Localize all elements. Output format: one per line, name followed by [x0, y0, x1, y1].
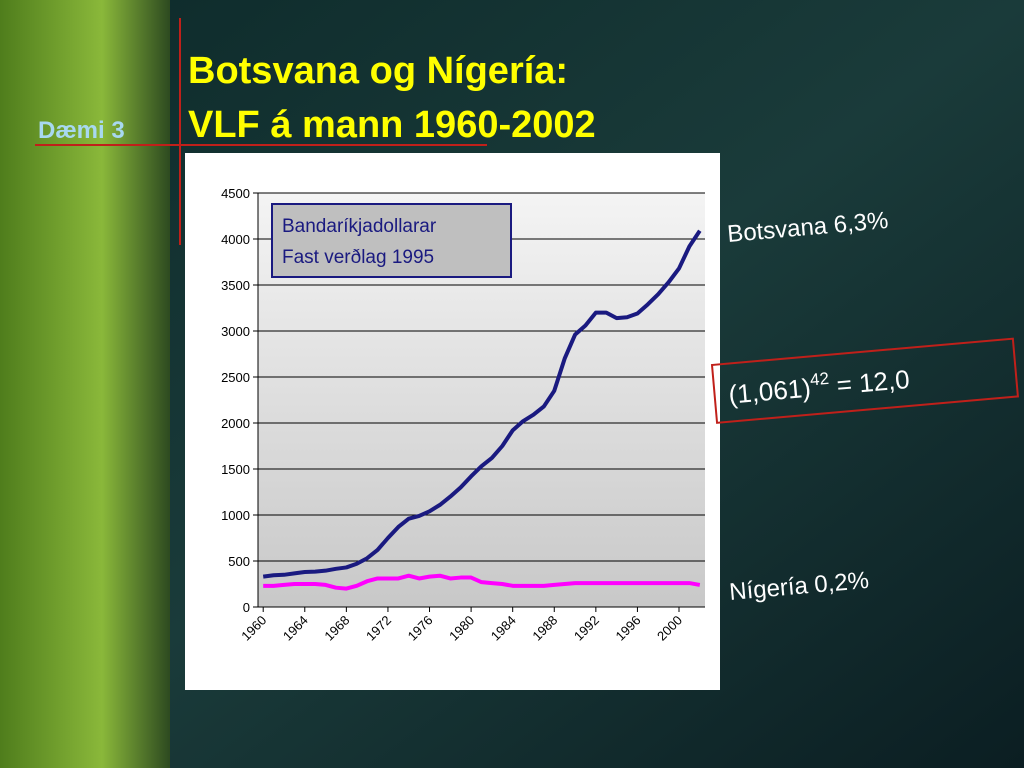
equation-group: (1,061)42 = 12,0: [710, 337, 1019, 424]
title: Botsvana og Nígería:: [188, 50, 568, 92]
y-tick-label: 1500: [221, 462, 250, 477]
y-tick-label: 3000: [221, 324, 250, 339]
note-text: Bandaríkjadollarar: [282, 216, 437, 237]
y-tick-label: 2000: [221, 416, 250, 431]
equation-exponent: 42: [809, 369, 830, 390]
y-tick-label: 500: [228, 554, 250, 569]
y-tick-label: 4000: [221, 232, 250, 247]
y-tick-label: 4500: [221, 186, 250, 201]
note-box: [271, 203, 512, 278]
y-tick-label: 1000: [221, 508, 250, 523]
series-line: [263, 573, 701, 591]
y-tick-label: 2500: [221, 370, 250, 385]
title: VLF á mann 1960-2002: [188, 104, 596, 146]
y-tick-label: 3500: [221, 278, 250, 293]
equation-box: [710, 337, 1019, 424]
equation-result: = 12,0: [828, 364, 911, 401]
slide-label: Dæmi 3: [38, 117, 125, 144]
green-strip: [0, 0, 170, 768]
series-line: [262, 229, 702, 579]
equation-base: (1,061): [727, 373, 812, 410]
equation: (1,061)42 = 12,0: [727, 362, 911, 410]
note-text: Fast verðlag 1995: [282, 247, 434, 268]
y-tick-label: 0: [243, 600, 250, 615]
